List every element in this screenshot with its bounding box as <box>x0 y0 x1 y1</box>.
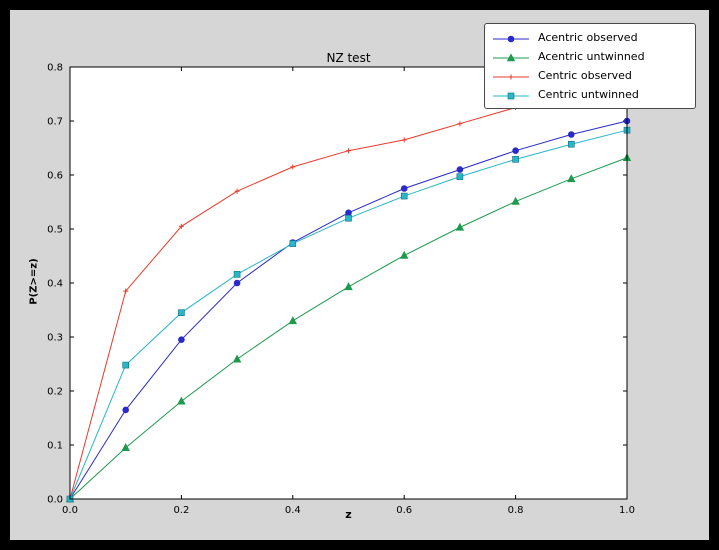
plot-svg: 0.0 0.2 0.4 0.6 0.8 1.0 0.0 0.1 0.2 0.3 0.4 0.5 0.6 0… <box>47 63 635 517</box>
svg-text:0.5: 0.5 <box>47 225 63 236</box>
legend-line-sample <box>491 88 531 102</box>
legend-item: Centric untwinned <box>491 85 687 104</box>
y-axis-label: P(Z>=z) <box>28 258 40 305</box>
svg-text:0.3: 0.3 <box>47 333 63 344</box>
legend-label: Acentric untwinned <box>538 50 645 63</box>
legend: Acentric observed Acentric untwinned Cen… <box>484 23 696 109</box>
svg-text:0.6: 0.6 <box>396 505 412 516</box>
svg-text:0.8: 0.8 <box>508 505 524 516</box>
legend-label: Acentric observed <box>538 31 638 44</box>
figure-canvas: 0.0 0.2 0.4 0.6 0.8 1.0 0.0 0.1 0.2 0.3 0.4 0.5 0.6 0… <box>10 10 709 540</box>
legend-line-sample <box>491 50 531 64</box>
legend-label: Centric untwinned <box>538 88 639 101</box>
legend-line-sample <box>491 69 531 83</box>
svg-text:1.0: 1.0 <box>619 505 635 516</box>
svg-text:0.4: 0.4 <box>285 505 301 516</box>
svg-text:0.6: 0.6 <box>47 171 63 182</box>
chart-title: NZ test <box>326 51 371 65</box>
legend-item: Acentric untwinned <box>491 47 687 66</box>
svg-text:0.0: 0.0 <box>47 495 63 506</box>
svg-text:0.2: 0.2 <box>173 505 189 516</box>
svg-text:0.2: 0.2 <box>47 387 63 398</box>
svg-text:0.7: 0.7 <box>47 117 63 128</box>
svg-text:0.8: 0.8 <box>47 63 63 74</box>
svg-text:0.1: 0.1 <box>47 441 63 452</box>
legend-item: Acentric observed <box>491 28 687 47</box>
svg-text:0.0: 0.0 <box>62 505 78 516</box>
legend-item: Centric observed <box>491 66 687 85</box>
x-axis-label: z <box>345 508 352 521</box>
legend-label: Centric observed <box>538 69 632 82</box>
legend-line-sample <box>491 31 531 45</box>
svg-text:0.4: 0.4 <box>47 279 63 290</box>
